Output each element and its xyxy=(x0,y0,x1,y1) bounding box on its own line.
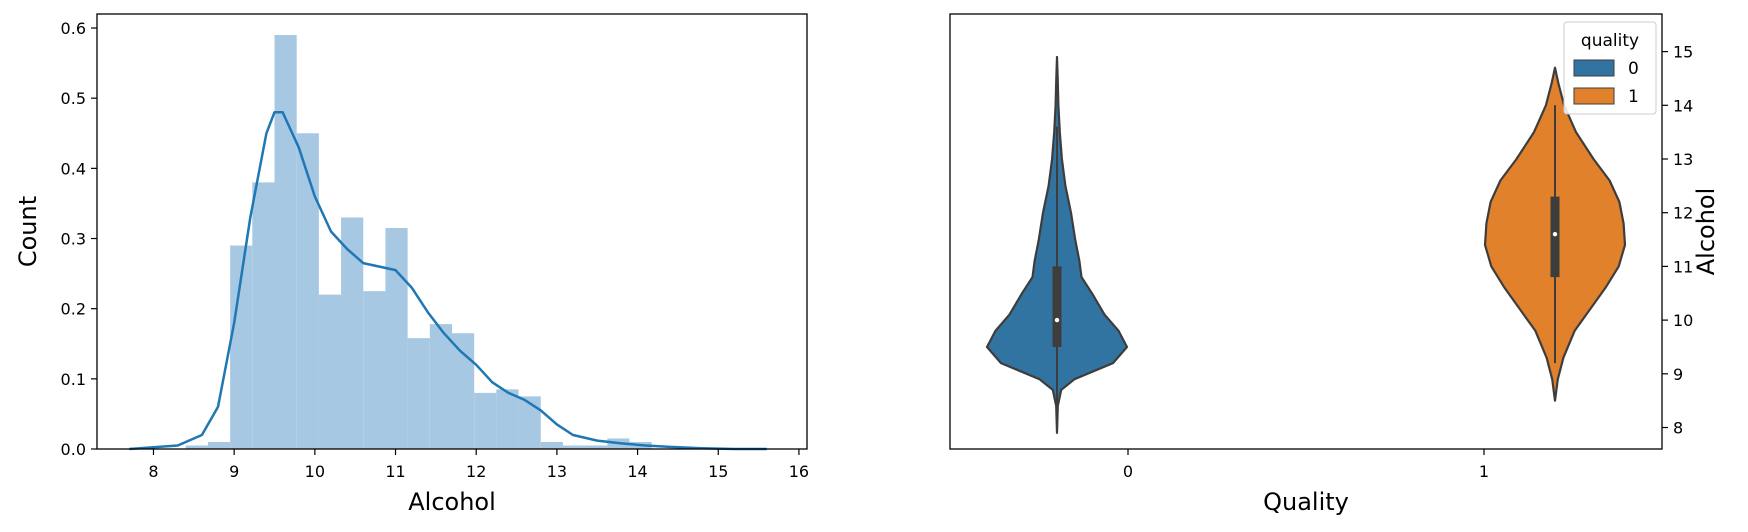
histogram-y-axis-label: Count xyxy=(14,196,42,267)
histogram-bar xyxy=(296,133,319,449)
histogram-bar xyxy=(318,294,342,449)
violin-y-tick-label: 13 xyxy=(1673,150,1693,169)
histogram-y-tick-label: 0.3 xyxy=(61,230,86,249)
violin-y-tick-label: 9 xyxy=(1673,365,1683,384)
histogram-x-axis-label: Alcohol xyxy=(408,488,496,516)
violin-x-tick-label: 1 xyxy=(1479,462,1489,481)
violin-iqr-box-0 xyxy=(1052,266,1062,347)
histogram-x-tick-label: 9 xyxy=(229,462,239,481)
violin-axes-frame xyxy=(949,13,1663,450)
histogram-panel: 8 9 10 11 12 13 14 15 16 0.0 0.1 0.2 0.3 0.4 0.5 0.6 A… xyxy=(14,13,809,516)
histogram-y-tick-label: 0.6 xyxy=(61,19,86,38)
histogram-y-tick-label: 0.4 xyxy=(61,159,86,178)
kde-line xyxy=(129,110,767,451)
violin-y-tick-label: 11 xyxy=(1673,257,1693,276)
violin-y-tick-label: 10 xyxy=(1673,311,1693,330)
histogram-x-tick-label: 15 xyxy=(708,462,728,481)
histogram-x-ticks: 8 9 10 11 12 13 14 15 16 xyxy=(148,449,809,481)
histogram-x-tick-label: 12 xyxy=(466,462,486,481)
histogram-axes-frame xyxy=(96,13,808,450)
violin-iqr-box-1 xyxy=(1550,196,1560,278)
histogram-bar xyxy=(562,445,586,449)
violin-x-axis-label: Quality xyxy=(1263,488,1349,516)
histogram-x-tick-label: 16 xyxy=(789,462,809,481)
legend: quality 01 xyxy=(1563,21,1657,115)
violin-y-tick-label: 15 xyxy=(1673,43,1693,62)
histogram-y-tick-label: 0.0 xyxy=(61,440,86,459)
histogram-x-tick-label: 8 xyxy=(148,462,158,481)
histogram-x-tick-label: 11 xyxy=(385,462,405,481)
legend-entries: 01 xyxy=(1573,59,1639,107)
violin-y-ticks: 8 9 10 11 12 13 14 15 xyxy=(1662,43,1693,438)
histogram-bar xyxy=(185,445,208,449)
violin-y-axis-label: Alcohol xyxy=(1692,188,1720,276)
violin-y-tick-label: 14 xyxy=(1673,96,1693,115)
histogram-y-tick-label: 0.2 xyxy=(61,300,86,319)
violin-y-tick-label: 12 xyxy=(1673,204,1693,223)
violin-median-1 xyxy=(1552,231,1558,237)
legend-label-0: 0 xyxy=(1628,59,1639,79)
histogram-bar xyxy=(363,291,386,449)
histogram-bar xyxy=(207,441,231,449)
histogram-bar xyxy=(518,396,541,449)
legend-title: quality xyxy=(1581,31,1639,51)
histogram-bar xyxy=(585,445,608,449)
histogram-bar xyxy=(540,441,563,449)
histogram-x-tick-label: 10 xyxy=(305,462,325,481)
violin-median-0 xyxy=(1054,317,1060,323)
histogram-bar xyxy=(496,389,519,449)
histogram-bar xyxy=(452,333,475,449)
legend-label-1: 1 xyxy=(1628,87,1639,107)
histogram-x-tick-label: 14 xyxy=(627,462,647,481)
violin-y-tick-label: 8 xyxy=(1673,419,1683,438)
histogram-y-ticks: 0.0 0.1 0.2 0.3 0.4 0.5 0.6 xyxy=(61,19,97,459)
histogram-x-tick-label: 13 xyxy=(547,462,567,481)
histogram-bars xyxy=(185,35,652,450)
histogram-y-tick-label: 0.5 xyxy=(61,89,86,108)
histogram-bar xyxy=(429,324,452,449)
histogram-bar xyxy=(252,182,275,450)
violin-bodies xyxy=(985,55,1627,434)
violin-x-tick-label: 0 xyxy=(1123,462,1133,481)
histogram-bar xyxy=(474,392,497,449)
legend-swatch-1 xyxy=(1573,87,1615,105)
histogram-bar xyxy=(230,245,253,449)
histogram-bar xyxy=(385,227,408,449)
histogram-bar xyxy=(341,217,364,449)
histogram-bar xyxy=(407,338,430,449)
legend-swatch-0 xyxy=(1573,59,1615,77)
histogram-y-tick-label: 0.1 xyxy=(61,370,86,389)
histogram-bar xyxy=(274,35,297,449)
